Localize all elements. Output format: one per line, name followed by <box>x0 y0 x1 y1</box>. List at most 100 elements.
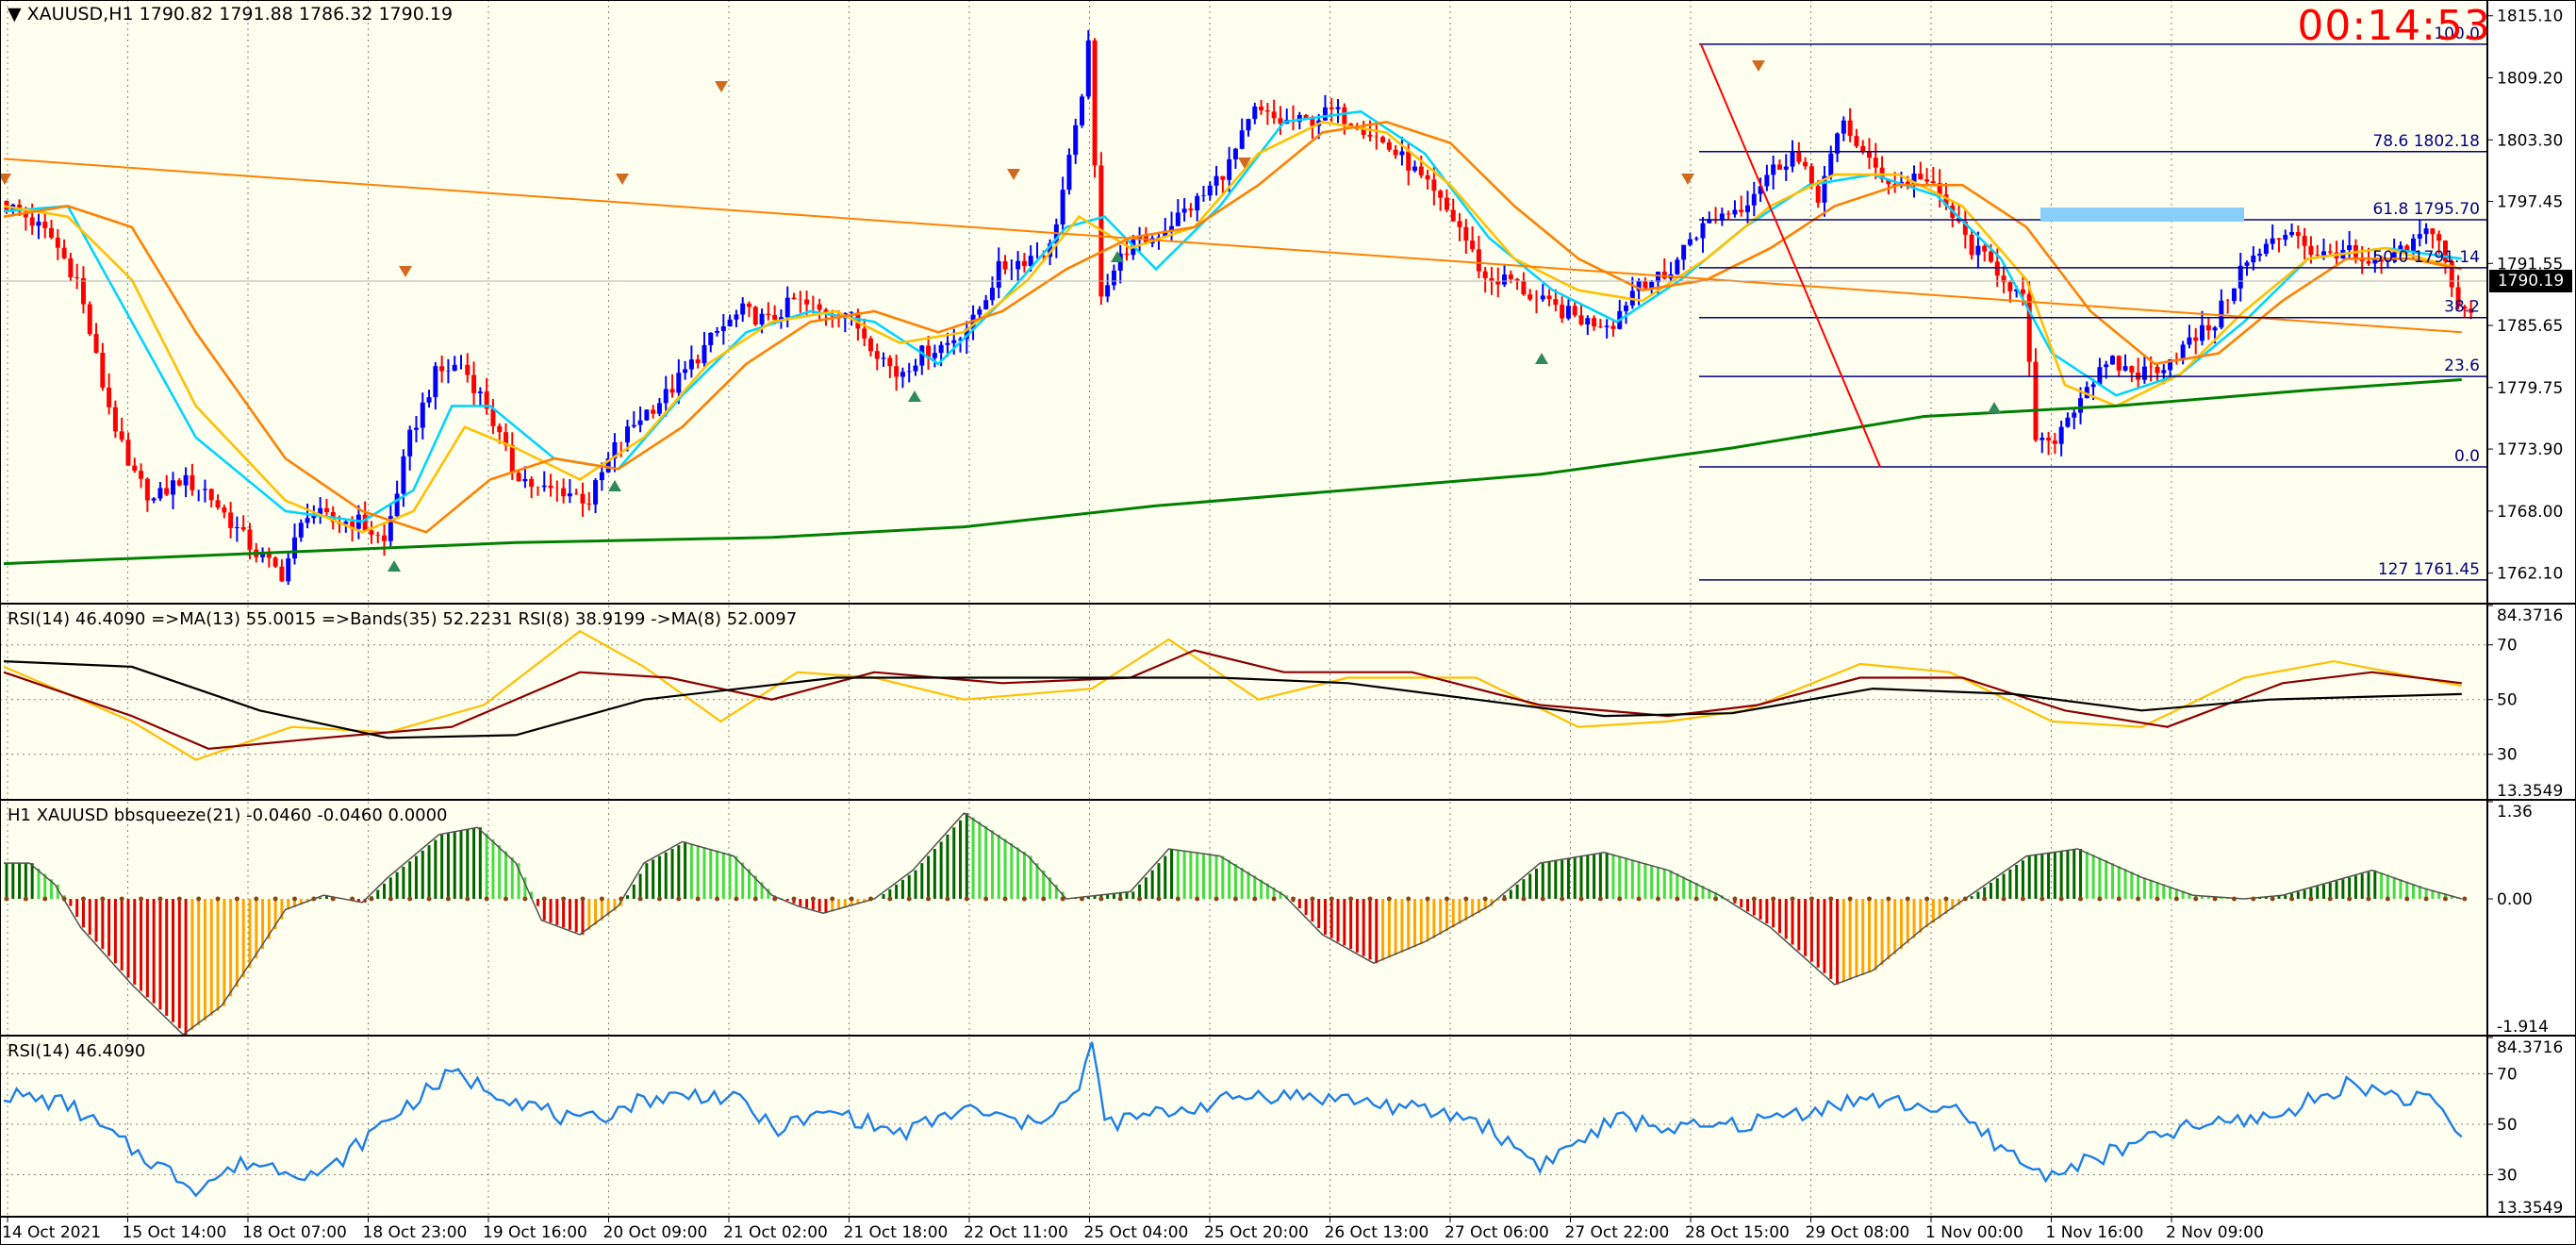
y-tick-label: -1.914 <box>2497 1018 2549 1037</box>
y-tick-label: 1773.90 <box>2497 440 2563 459</box>
y-tick-label: 70 <box>2497 637 2518 656</box>
squeeze-dot <box>2347 896 2353 902</box>
squeeze-dot <box>2366 896 2371 902</box>
squeeze-dot <box>42 896 48 902</box>
rsi-line <box>3 1041 2463 1198</box>
squeeze-dot <box>2097 896 2103 902</box>
squeeze-dot <box>1214 896 1219 902</box>
series-bands-35- <box>3 660 2462 739</box>
fib-level-label: 78.6 1802.18 <box>2372 132 2480 151</box>
series-ma-8- <box>3 649 2462 751</box>
squeeze-dot <box>1521 896 1527 902</box>
squeeze-dot <box>1560 896 1565 902</box>
squeeze-dot <box>1271 896 1277 902</box>
squeeze-dot <box>1790 896 1795 902</box>
squeeze-dot <box>2442 896 2448 902</box>
squeeze-dot <box>1943 896 1949 902</box>
fractal-down-arrow-icon <box>1238 158 1251 169</box>
overlay-ma-orange <box>3 120 2463 534</box>
squeeze-dot <box>2136 896 2141 902</box>
squeeze-dot <box>791 896 797 902</box>
overlay-trend-line <box>3 158 2462 334</box>
fractal-down-arrow-icon <box>616 174 629 185</box>
squeeze-dot <box>849 896 854 902</box>
squeeze-dot <box>369 896 374 902</box>
squeeze-dot <box>2155 896 2160 902</box>
fractal-up-arrow-icon <box>388 560 401 572</box>
chart-info-header: ▼ XAUUSD,H1 1790.82 1791.88 1786.32 1790… <box>8 4 453 25</box>
squeeze-dot <box>964 896 969 902</box>
squeeze-dot <box>4 896 9 902</box>
squeeze-dot <box>619 896 624 902</box>
squeeze-dot <box>1195 896 1200 902</box>
squeeze-dot <box>2020 896 2025 902</box>
squeeze-dot <box>1041 896 1047 902</box>
squeeze-dot <box>215 896 221 902</box>
squeeze-dot <box>945 896 950 902</box>
squeeze-dot <box>484 896 489 902</box>
squeeze-dot <box>1847 896 1853 902</box>
y-tick-label: 13.3549 <box>2497 1199 2563 1218</box>
x-tick-label: 18 Oct 23:00 <box>363 1223 468 1242</box>
y-tick-label: 1803.30 <box>2497 131 2563 150</box>
squeeze-dot <box>311 896 317 902</box>
x-tick-label: 28 Oct 15:00 <box>1685 1223 1790 1242</box>
squeeze-dot <box>734 896 739 902</box>
panel-1-scale-area <box>2487 606 2576 800</box>
squeeze-dot <box>1425 896 1430 902</box>
squeeze-dot <box>2058 896 2064 902</box>
squeeze-dot <box>2251 896 2256 902</box>
fib-level-label: 38.2 <box>2444 298 2480 317</box>
squeeze-dot <box>522 896 528 902</box>
fractal-up-arrow-icon <box>1988 402 2001 413</box>
squeeze-dot <box>715 896 720 902</box>
panel-2-scale-area <box>2487 802 2576 1036</box>
fractal-down-arrow-icon <box>1007 169 1020 180</box>
squeeze-dot <box>504 896 509 902</box>
panel-1-background <box>0 606 2487 800</box>
squeeze-dot <box>119 896 124 902</box>
squeeze-outline <box>4 812 2463 1036</box>
squeeze-dot <box>810 896 816 902</box>
x-tick-label: 29 Oct 08:00 <box>1806 1223 1910 1242</box>
squeeze-dot <box>1751 896 1757 902</box>
squeeze-dot <box>1655 896 1660 902</box>
panel-3-scale-area <box>2487 1038 2576 1217</box>
series-rsi-8- <box>3 629 2463 761</box>
squeeze-dot <box>1886 896 1891 902</box>
y-tick-label: 1809.20 <box>2497 70 2563 89</box>
squeeze-dot <box>2231 896 2237 902</box>
panel-3-background <box>0 1038 2487 1217</box>
x-tick-label: 21 Oct 02:00 <box>723 1223 828 1242</box>
y-tick-label: 50 <box>2497 1116 2518 1135</box>
squeeze-dot <box>2404 896 2410 902</box>
panel-0-background <box>0 0 2487 604</box>
squeeze-dot <box>1137 896 1143 902</box>
fractal-down-arrow-icon <box>715 81 728 92</box>
fib-level-label: 61.8 1795.70 <box>2372 200 2480 219</box>
fib-anchor-line <box>1700 43 1881 468</box>
overlay-ma-yellow <box>3 120 2463 534</box>
x-tick-label: 27 Oct 06:00 <box>1445 1223 1549 1242</box>
squeeze-dot <box>926 896 932 902</box>
fractal-up-arrow-icon <box>908 390 921 402</box>
y-tick-label: 1762.10 <box>2497 565 2563 584</box>
y-tick-label: 13.3549 <box>2497 782 2563 801</box>
dropdown-arrow-icon[interactable]: ▼ <box>8 4 27 25</box>
fib-level-label: 127 1761.45 <box>2378 560 2480 579</box>
y-tick-label: 30 <box>2497 1166 2518 1185</box>
squeeze-dot <box>1291 896 1296 902</box>
overlay-ma-slow <box>3 378 2462 566</box>
x-tick-label: 27 Oct 22:00 <box>1565 1223 1670 1242</box>
fib-level-label: 0.0 <box>2454 447 2480 466</box>
squeeze-dot <box>676 896 682 902</box>
squeeze-dot <box>1905 896 1910 902</box>
squeeze-dot <box>330 896 336 902</box>
squeeze-dot <box>2423 896 2429 902</box>
squeeze-dot <box>752 896 758 902</box>
candle-timer: 00:14:53 <box>2297 2 2491 50</box>
squeeze-dot <box>1732 896 1738 902</box>
ohlc-values: 1790.82 1791.88 1786.32 1790.19 <box>139 4 454 25</box>
squeeze-dot <box>2039 896 2045 902</box>
